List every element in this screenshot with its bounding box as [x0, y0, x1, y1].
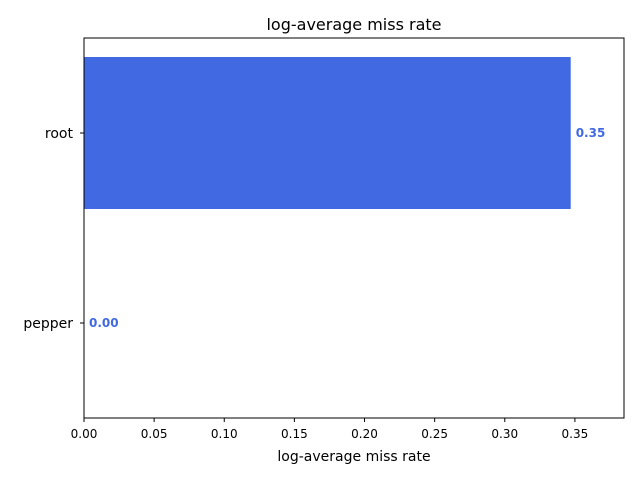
chart-title: log-average miss rate: [266, 15, 441, 34]
y-tick-label-root: root: [45, 126, 74, 142]
y-tick-label-pepper: pepper: [23, 316, 73, 332]
value-labels-layer: 0.35 0.00: [89, 126, 605, 330]
bar-root: [84, 57, 571, 209]
x-tick-label: 0.25: [421, 427, 448, 441]
x-tick-label: 0.10: [211, 427, 238, 441]
x-axis-ticks: 0.00 0.05 0.10 0.15 0.20 0.25 0.30 0.35: [71, 418, 589, 441]
x-tick-label: 0.00: [71, 427, 98, 441]
x-tick-label: 0.35: [562, 427, 589, 441]
value-label-pepper: 0.00: [89, 316, 119, 330]
x-tick-label: 0.15: [281, 427, 308, 441]
x-axis-label: log-average miss rate: [277, 449, 430, 465]
y-axis-ticks: root pepper: [23, 126, 84, 332]
plot-frame: [83, 37, 625, 419]
x-tick-label: 0.20: [351, 427, 378, 441]
x-tick-label: 0.05: [141, 427, 168, 441]
x-tick-label: 0.30: [491, 427, 518, 441]
bars-layer: [84, 57, 571, 209]
value-label-root: 0.35: [576, 126, 606, 140]
